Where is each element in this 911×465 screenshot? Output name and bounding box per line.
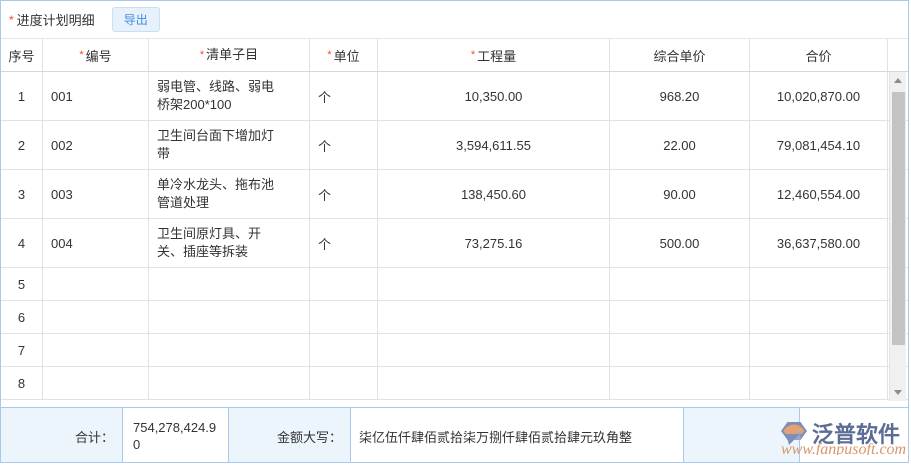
svg-text:www.fanpusoft.com: www.fanpusoft.com (781, 441, 906, 455)
